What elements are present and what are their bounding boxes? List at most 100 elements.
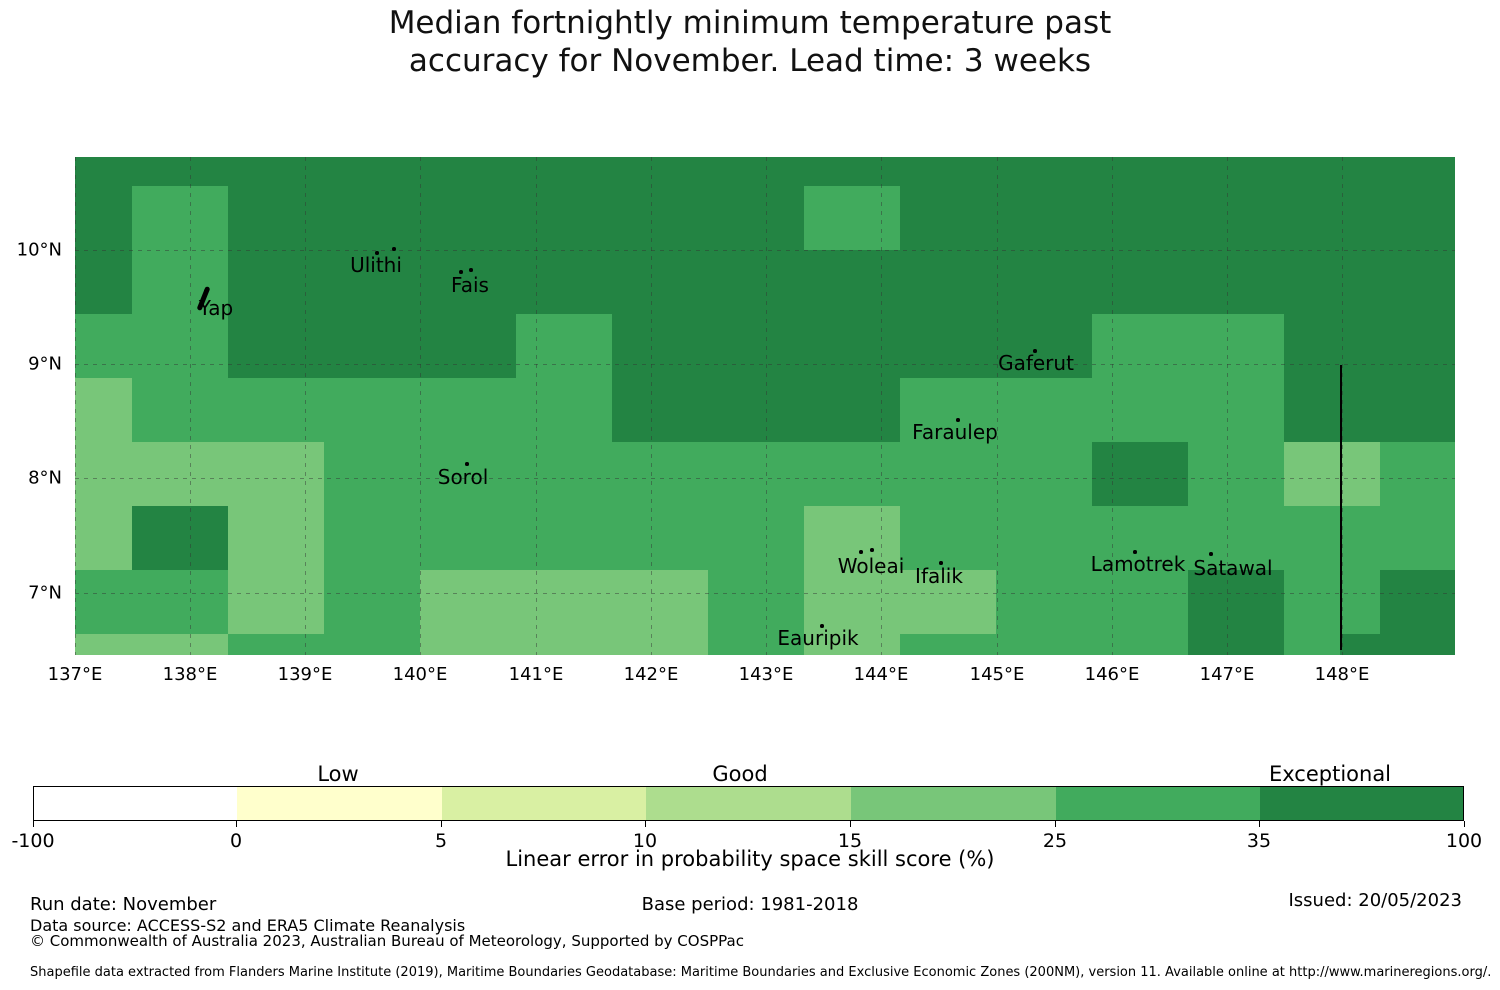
grid-cell <box>612 570 708 634</box>
x-tick-label: 142°E <box>623 664 679 685</box>
y-tick-label: 8°N <box>28 467 62 489</box>
colorbar-tick-label: -100 <box>11 830 55 852</box>
island-marker-dot <box>469 268 473 272</box>
island-marker-dot <box>939 561 943 565</box>
grid-cell <box>516 442 612 506</box>
grid-cell <box>1284 634 1340 655</box>
grid-cell <box>228 378 324 442</box>
map-gridline <box>75 364 1455 365</box>
grid-cell <box>900 157 996 186</box>
grid-cell <box>228 634 324 655</box>
grid-cell <box>1092 186 1188 250</box>
grid-cell <box>612 250 708 314</box>
colorbar-tick-label: 15 <box>837 830 863 852</box>
shapefile-attribution-text: Shapefile data extracted from Flanders M… <box>30 965 1492 980</box>
grid-cell <box>900 506 996 570</box>
grid-cell <box>75 314 132 378</box>
grid-cell <box>1284 442 1380 506</box>
grid-cell <box>1092 442 1188 506</box>
grid-cell <box>900 378 996 442</box>
map-gridline <box>1227 157 1228 655</box>
title-line-2: accuracy for November. Lead time: 3 week… <box>408 43 1092 79</box>
colorbar-segment <box>34 787 237 820</box>
grid-cell <box>1092 157 1188 186</box>
colorbar-tick-label: 5 <box>434 830 448 852</box>
colorbar-tick-label: 25 <box>1042 830 1068 852</box>
grid-cell <box>324 506 420 570</box>
colorbar-tick-label: 0 <box>229 830 243 852</box>
island-label: Ifalik <box>915 564 963 588</box>
grid-cell <box>612 634 708 655</box>
grid-cell <box>420 634 516 655</box>
grid-cell <box>900 442 996 506</box>
colorbar-tick <box>645 821 646 827</box>
grid-cell <box>420 506 516 570</box>
colorbar-tick <box>236 821 237 827</box>
grid-cell <box>228 314 324 378</box>
grid-cell <box>75 157 132 186</box>
colorbar-segment <box>646 787 851 820</box>
grid-cell <box>516 570 612 634</box>
island-label: Faraulep <box>912 420 998 444</box>
grid-cell <box>516 634 612 655</box>
x-tick-label: 144°E <box>853 664 909 685</box>
grid-cell <box>996 186 1092 250</box>
grid-cell <box>612 378 708 442</box>
x-tick-label: 141°E <box>508 664 564 685</box>
colorbar-bar <box>33 786 1464 821</box>
grid-cell <box>1284 314 1380 378</box>
grid-cell <box>900 250 996 314</box>
grid-cell <box>420 250 516 314</box>
map-gridline <box>651 157 652 655</box>
island-label: Ulithi <box>350 253 402 277</box>
grid-cell <box>612 442 708 506</box>
grid-cell <box>996 442 1092 506</box>
colorbar-segment <box>442 787 646 820</box>
grid-cell <box>804 506 900 570</box>
grid-cell <box>516 314 612 378</box>
grid-cell <box>1188 506 1284 570</box>
grid-cell <box>1380 186 1455 250</box>
grid-cell <box>1092 570 1188 634</box>
colorbar-segment <box>237 787 442 820</box>
grid-cell <box>516 506 612 570</box>
colorbar-section-label: Exceptional <box>1268 762 1392 786</box>
map-gridline <box>305 157 306 655</box>
grid-cell <box>1284 186 1380 250</box>
grid-cell <box>996 250 1092 314</box>
grid-cell <box>75 378 132 442</box>
island-marker-dot <box>1209 552 1213 556</box>
grid-cell <box>1188 570 1284 634</box>
grid-cell <box>75 506 132 570</box>
grid-cell <box>996 506 1092 570</box>
grid-cell <box>996 570 1092 634</box>
grid-cell <box>708 570 804 634</box>
map-gridline <box>75 250 1455 251</box>
grid-cell <box>1092 314 1188 378</box>
colorbar-tick <box>33 821 34 827</box>
y-tick-label: 9°N <box>28 353 62 375</box>
map-gridline <box>190 157 191 655</box>
grid-cell <box>420 157 516 186</box>
grid-cell <box>1188 314 1284 378</box>
grid-cell <box>516 186 612 250</box>
grid-cell <box>1380 570 1455 634</box>
grid-cell <box>132 442 228 506</box>
map-gridline <box>1112 157 1113 655</box>
grid-cell <box>420 570 516 634</box>
map-gridline <box>997 157 998 655</box>
grid-cell <box>804 314 900 378</box>
title-line-1: Median fortnightly minimum temperature p… <box>388 5 1112 41</box>
grid-cell <box>708 157 804 186</box>
grid-cell <box>1092 634 1188 655</box>
map-gridline <box>1342 157 1343 655</box>
grid-cell <box>324 186 420 250</box>
grid-cell <box>1380 442 1455 506</box>
eez-boundary-line <box>1340 365 1342 650</box>
grid-cell <box>900 314 996 378</box>
grid-cell <box>228 157 324 186</box>
island-label: Lamotrek <box>1090 552 1186 576</box>
colorbar-section-label: Low <box>317 762 359 786</box>
grid-cell <box>324 157 420 186</box>
